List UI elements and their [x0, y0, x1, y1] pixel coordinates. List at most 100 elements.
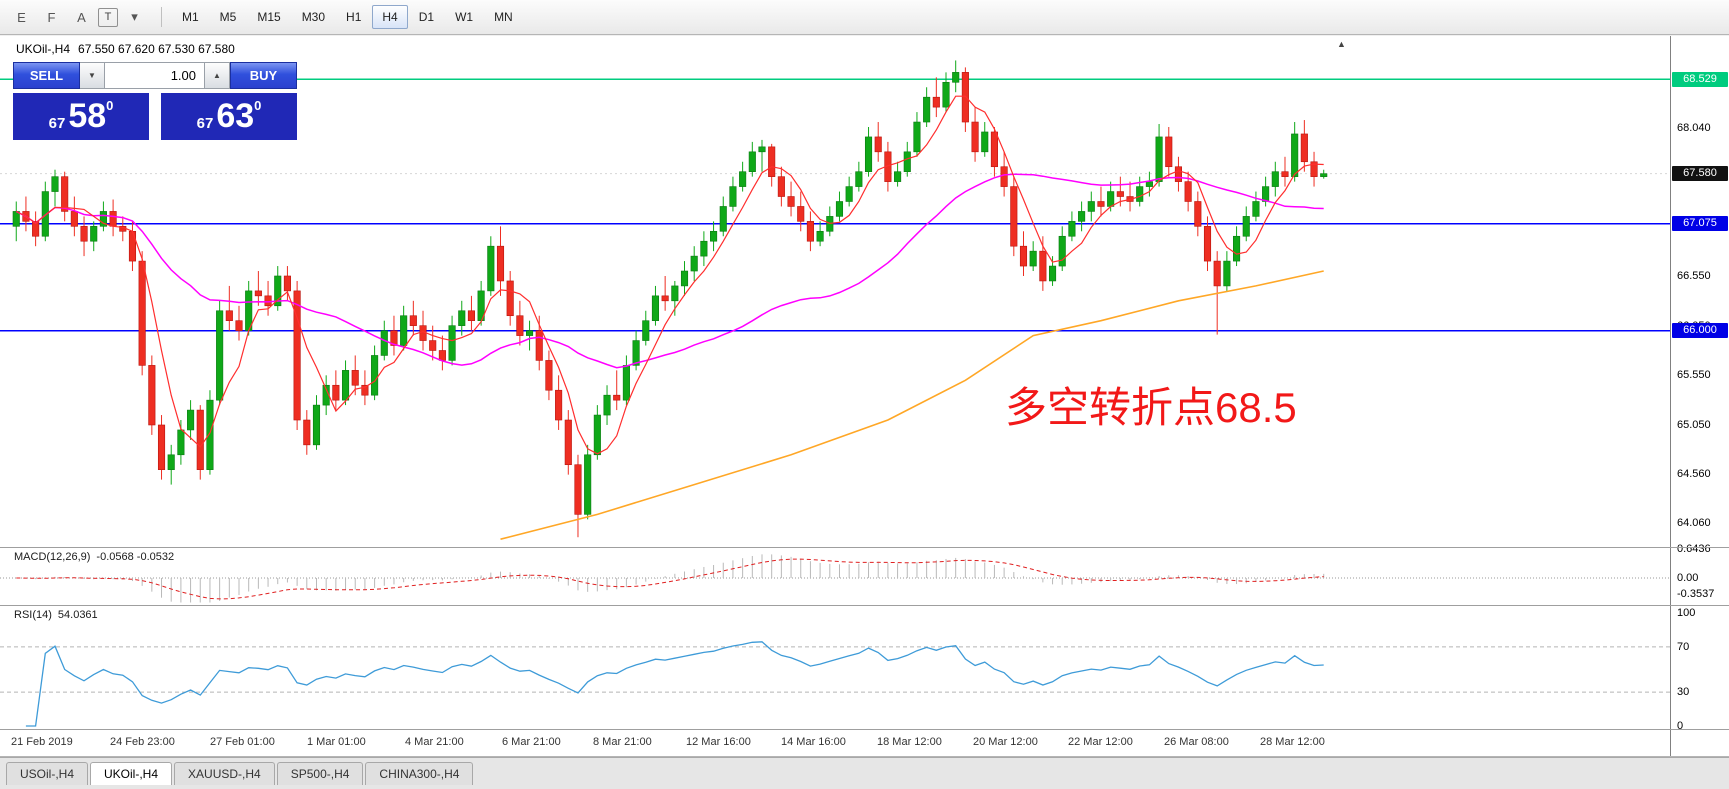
panel-divider[interactable] — [0, 729, 1729, 730]
candle-body[interactable] — [613, 394, 621, 401]
candle-body[interactable] — [864, 136, 873, 172]
candle-body[interactable] — [593, 414, 601, 456]
sell-button[interactable]: SELL — [13, 62, 80, 89]
candle-body[interactable] — [1155, 136, 1163, 182]
candle-body[interactable] — [1223, 260, 1231, 287]
candle-body[interactable] — [719, 206, 727, 232]
candle-body[interactable] — [1078, 211, 1086, 222]
candle-body[interactable] — [138, 260, 146, 366]
candle-body[interactable] — [157, 424, 166, 470]
candle-body[interactable] — [555, 389, 563, 421]
candle-body[interactable] — [855, 171, 863, 187]
candle-body[interactable] — [32, 221, 40, 237]
candle-body[interactable] — [874, 136, 882, 153]
chart-shift-marker-icon[interactable]: ▲ — [1337, 39, 1346, 49]
candle-body[interactable] — [1039, 250, 1047, 282]
candle-body[interactable] — [1242, 216, 1250, 237]
candle-body[interactable] — [671, 285, 679, 302]
candle-body[interactable] — [1203, 226, 1212, 262]
price-axis[interactable]: 68.04066.55066.05065.55065.05064.56064.0… — [1670, 36, 1729, 757]
candle-body[interactable] — [148, 365, 156, 426]
candle-body[interactable] — [216, 310, 224, 401]
candle-body[interactable] — [1262, 186, 1270, 202]
candle-body[interactable] — [1194, 201, 1202, 227]
candle-body[interactable] — [729, 186, 737, 207]
candle-body[interactable] — [390, 330, 398, 346]
candle-body[interactable] — [787, 196, 795, 207]
candle-body[interactable] — [603, 394, 611, 416]
font-tool-icon[interactable]: A — [77, 9, 86, 25]
candle-body[interactable] — [516, 315, 524, 336]
candle-body[interactable] — [1145, 181, 1153, 187]
candle-body[interactable] — [535, 330, 543, 361]
candle-body[interactable] — [303, 419, 311, 446]
volume-dropdown-button[interactable]: ▼ — [80, 62, 105, 89]
candle-body[interactable] — [710, 230, 718, 242]
buy-button[interactable]: BUY — [230, 62, 297, 89]
candle-body[interactable] — [777, 176, 785, 197]
timeframe-button-m30[interactable]: M30 — [292, 5, 335, 29]
candle-body[interactable] — [923, 96, 931, 123]
timeframe-button-h4[interactable]: H4 — [372, 5, 408, 29]
candlestick-chart-icon[interactable]: E — [17, 9, 26, 25]
candle-body[interactable] — [429, 340, 437, 351]
candle-body[interactable] — [1019, 245, 1028, 267]
candle-body[interactable] — [12, 211, 20, 227]
buy-price-display[interactable]: 67 63 0 — [161, 93, 297, 140]
candle-body[interactable] — [506, 280, 514, 317]
candle-body[interactable] — [1184, 181, 1192, 202]
candle-body[interactable] — [80, 226, 88, 242]
candle-body[interactable] — [816, 230, 824, 242]
candle-body[interactable] — [196, 409, 204, 470]
candle-body[interactable] — [99, 211, 107, 227]
candle-body[interactable] — [748, 151, 756, 172]
candle-body[interactable] — [622, 365, 630, 401]
candle-body[interactable] — [574, 464, 582, 515]
candle-body[interactable] — [632, 340, 640, 366]
indicator-window-icon[interactable]: F — [47, 9, 56, 25]
candle-body[interactable] — [332, 384, 340, 401]
candle-body[interactable] — [458, 310, 466, 326]
candle-body[interactable] — [90, 226, 98, 242]
candle-body[interactable] — [467, 310, 475, 321]
chart-tab[interactable]: UKOil-,H4 — [90, 762, 173, 785]
macd-chart[interactable] — [0, 548, 1670, 605]
candle-body[interactable] — [109, 211, 117, 227]
volume-input[interactable] — [105, 62, 205, 89]
candle-body[interactable] — [894, 171, 902, 182]
timeframe-button-m5[interactable]: M5 — [210, 5, 247, 29]
candle-body[interactable] — [41, 191, 49, 237]
candlestick-chart[interactable] — [0, 36, 1670, 548]
candle-body[interactable] — [312, 404, 321, 446]
timeframe-button-m15[interactable]: M15 — [247, 5, 290, 29]
timeframe-button-d1[interactable]: D1 — [409, 5, 444, 29]
candle-body[interactable] — [1291, 133, 1299, 177]
candle-body[interactable] — [1320, 173, 1328, 177]
candle-body[interactable] — [806, 221, 814, 242]
panel-divider[interactable] — [0, 605, 1729, 606]
candle-body[interactable] — [371, 355, 379, 396]
candle-body[interactable] — [235, 320, 243, 331]
candle-body[interactable] — [1000, 166, 1008, 187]
candle-body[interactable] — [1233, 235, 1241, 262]
candle-body[interactable] — [1174, 166, 1182, 182]
timeframe-button-w1[interactable]: W1 — [445, 5, 483, 29]
candle-body[interactable] — [564, 419, 572, 466]
candle-body[interactable] — [177, 429, 185, 456]
candle-body[interactable] — [1271, 171, 1279, 187]
candle-body[interactable] — [167, 454, 175, 470]
candle-body[interactable] — [264, 295, 272, 307]
candle-body[interactable] — [961, 72, 969, 123]
candle-body[interactable] — [584, 454, 592, 515]
candle-body[interactable] — [797, 206, 805, 222]
candle-body[interactable] — [758, 146, 766, 153]
candle-body[interactable] — [361, 384, 369, 396]
candle-body[interactable] — [1165, 136, 1173, 168]
timeframe-button-mn[interactable]: MN — [484, 5, 523, 29]
candle-body[interactable] — [642, 320, 650, 341]
drawing-tools-dropdown-icon[interactable]: ▾ — [131, 9, 138, 24]
candle-body[interactable] — [51, 176, 59, 192]
candle-body[interactable] — [448, 325, 456, 361]
candle-body[interactable] — [1029, 250, 1037, 267]
candle-body[interactable] — [351, 370, 359, 386]
